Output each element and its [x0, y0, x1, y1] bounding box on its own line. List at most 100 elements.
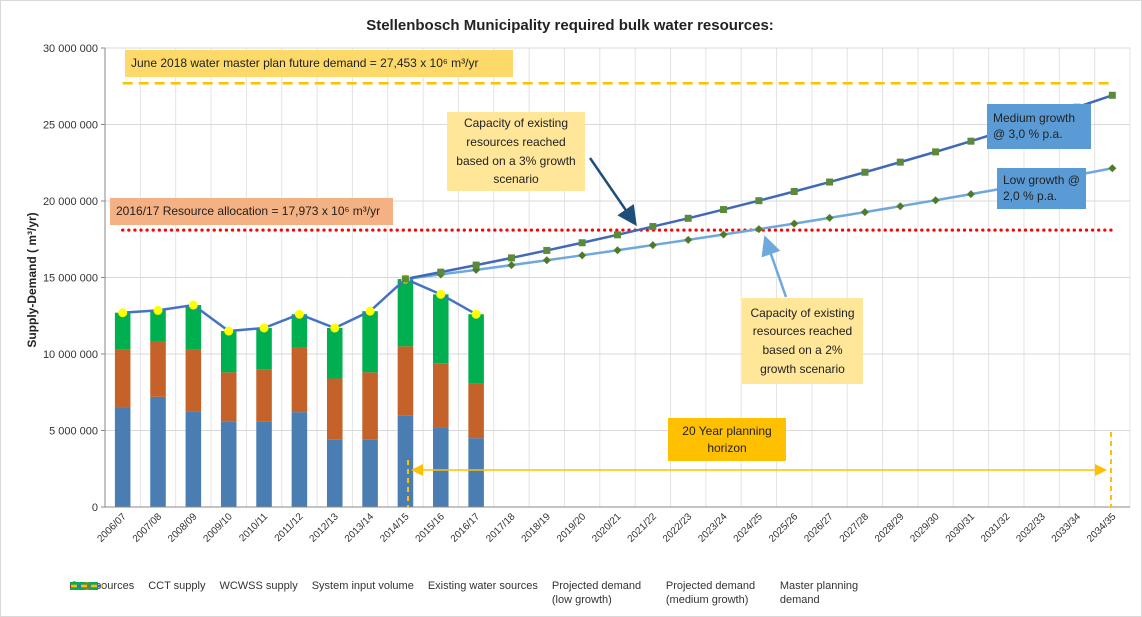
bar — [114, 407, 131, 507]
bar — [397, 279, 414, 347]
marker — [153, 305, 163, 315]
bar — [220, 421, 237, 507]
marker — [507, 261, 516, 270]
marker — [578, 251, 587, 260]
legend-label: Projected demand (medium growth) — [665, 580, 756, 606]
marker — [648, 241, 657, 250]
marker — [861, 168, 869, 176]
bar — [220, 331, 237, 373]
marker — [896, 158, 904, 166]
bar — [326, 327, 343, 379]
y-tick-label: 0 — [92, 502, 98, 514]
bar — [185, 411, 202, 507]
bar — [433, 363, 449, 428]
bar — [291, 314, 308, 348]
marker — [790, 188, 798, 196]
bar — [220, 372, 237, 422]
y-tick-label: 30 000 000 — [43, 43, 98, 55]
bar — [256, 327, 272, 370]
marker — [224, 326, 234, 336]
legend-item: WCWSS supply — [70, 580, 298, 594]
bar — [185, 349, 202, 412]
bar — [150, 310, 166, 341]
y-tick-label: 5 000 000 — [49, 426, 98, 438]
marker — [720, 206, 728, 214]
marker — [790, 219, 799, 228]
y-axis-label: Supply-Demand ( m³/yr) — [25, 212, 39, 347]
marker — [684, 235, 693, 244]
bar — [433, 294, 449, 364]
marker — [365, 306, 375, 316]
bar — [362, 439, 378, 507]
marker — [542, 256, 551, 265]
marker — [437, 268, 445, 276]
marker — [188, 300, 198, 310]
marker — [684, 214, 692, 222]
legend-item: CCT supply — [70, 580, 206, 594]
y-tick-label: 20 000 000 — [43, 196, 98, 208]
marker — [932, 148, 940, 156]
marker — [507, 254, 515, 262]
marker — [294, 309, 304, 319]
legend-label: Projected demand (low growth) — [551, 580, 642, 606]
bar — [468, 314, 484, 384]
annotation: Medium growth @ 3,0 % p.a. — [987, 104, 1091, 149]
legend: Own sources CCT supply WCWSS supply System … — [70, 580, 1130, 608]
marker — [755, 197, 763, 205]
marker — [259, 323, 269, 333]
marker — [860, 208, 869, 217]
legend-label: System input volume — [311, 580, 414, 592]
annotation: June 2018 water master plan future deman… — [125, 50, 513, 77]
annotation-arrows — [407, 157, 1112, 507]
marker — [1108, 91, 1116, 99]
bar — [468, 383, 484, 439]
bar — [256, 421, 272, 507]
marker — [754, 225, 763, 234]
bar — [150, 340, 166, 397]
annotation: 20 Year planning horizon — [668, 418, 786, 461]
marker — [436, 289, 446, 299]
bar — [433, 427, 449, 507]
annotation: Capacity of existing resources reached b… — [447, 112, 585, 191]
legend-label: Master planning demand — [779, 580, 859, 606]
marker — [614, 231, 621, 239]
legend-item: System input volume — [71, 580, 414, 594]
legend-item: Master planning demand — [71, 580, 900, 608]
chart-title: Stellenbosch Municipality required bulk … — [366, 17, 774, 34]
legend-label: WCWSS supply — [219, 580, 298, 592]
marker — [118, 308, 128, 318]
annotation: Low growth @ 2,0 % p.a. — [997, 168, 1086, 209]
marker — [613, 246, 622, 255]
bar — [114, 312, 131, 350]
marker — [330, 323, 340, 333]
bar — [468, 438, 484, 507]
marker — [1108, 164, 1117, 173]
bar — [291, 412, 308, 507]
marker — [649, 223, 657, 231]
annotation: Capacity of existing resources reached b… — [742, 298, 863, 384]
marker — [401, 275, 409, 283]
arrow — [588, 157, 637, 227]
legend-swatch — [71, 584, 103, 588]
marker — [896, 202, 905, 211]
bar — [185, 305, 202, 350]
annotation: 2016/17 Resource allocation = 17,973 x 1… — [110, 198, 393, 225]
legend-item: Projected demand (low growth) — [71, 580, 652, 608]
bar — [397, 346, 414, 416]
marker — [966, 190, 975, 199]
marker — [719, 230, 728, 239]
marker — [931, 196, 940, 205]
bar — [114, 349, 131, 408]
bar — [326, 439, 343, 507]
bar — [150, 396, 166, 507]
y-tick-label: 15 000 000 — [43, 273, 98, 285]
legend-label: CCT supply — [148, 580, 206, 592]
marker — [578, 239, 586, 247]
legend-item: Projected demand (medium growth) — [71, 580, 766, 608]
legend-label: Existing water sources — [427, 580, 538, 592]
bar — [362, 372, 378, 440]
bar — [362, 311, 378, 373]
marker — [826, 178, 834, 186]
